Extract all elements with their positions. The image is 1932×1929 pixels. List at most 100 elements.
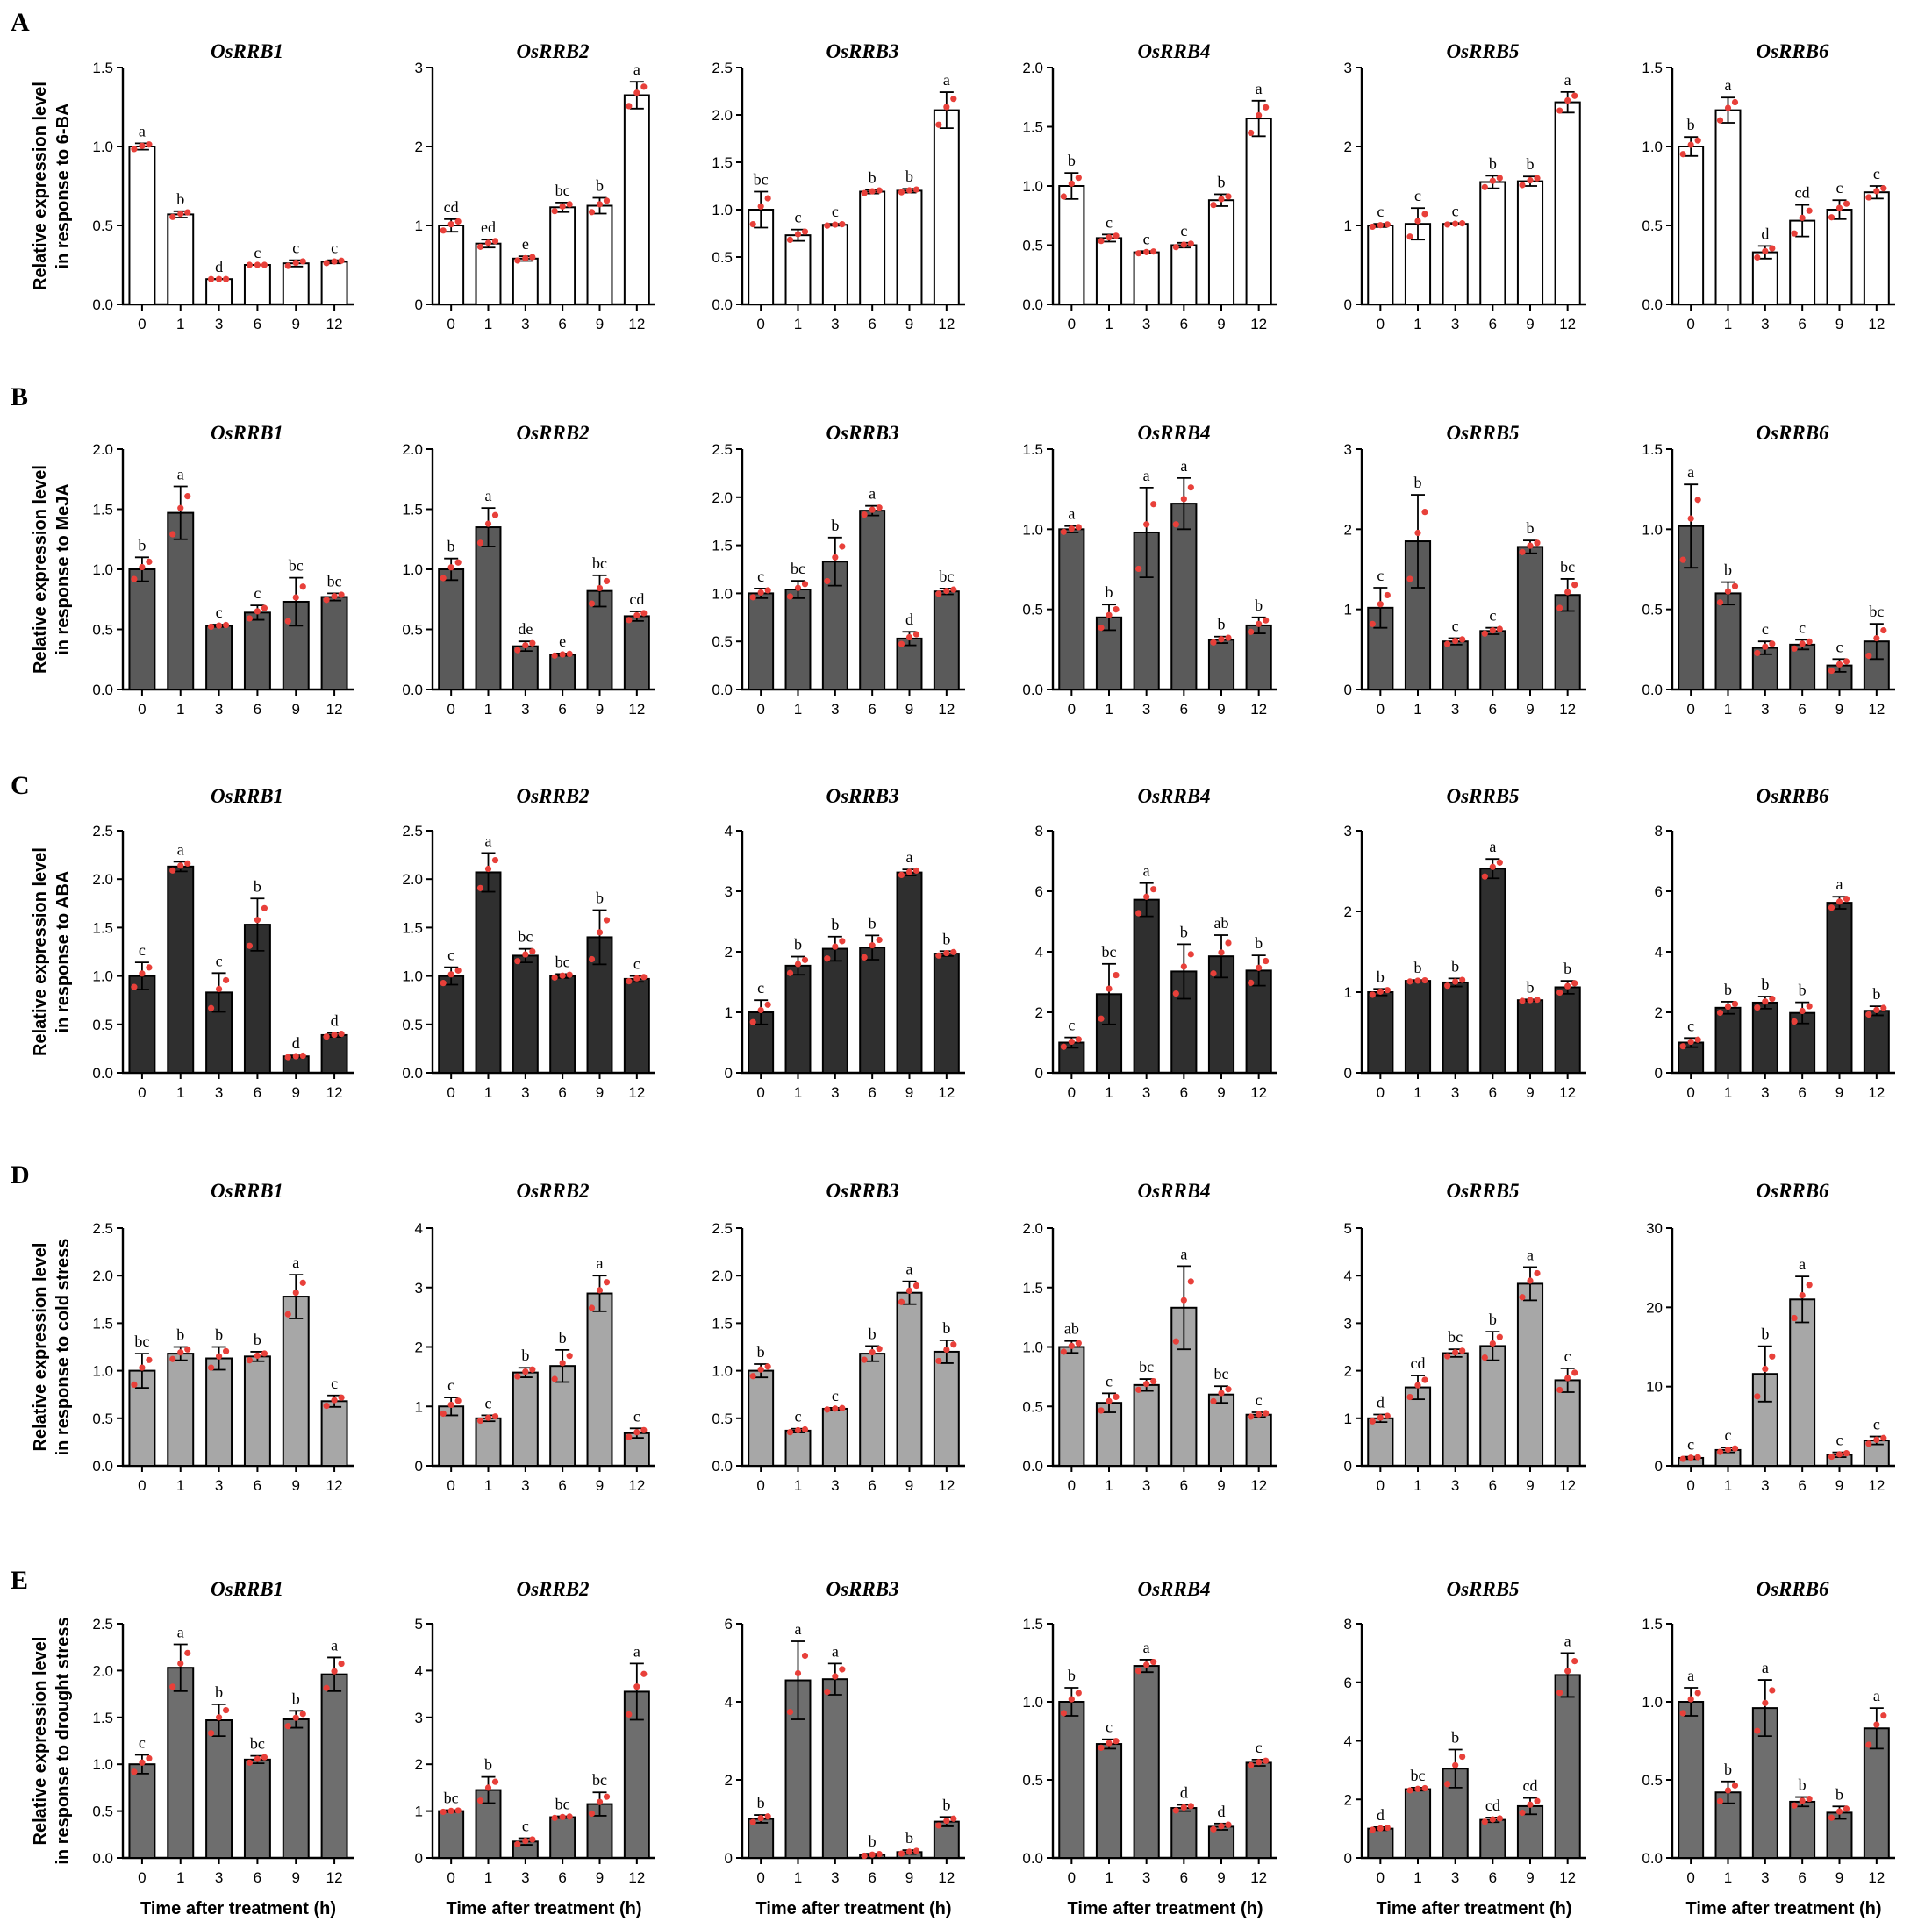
bar (128, 568, 156, 690)
replicate-dot (626, 1433, 633, 1440)
x-tick-label: 12 (628, 701, 645, 718)
panel-label-b: B (11, 382, 28, 411)
replicate-dot (1098, 1407, 1105, 1414)
x-tick-label: 6 (1798, 1869, 1806, 1886)
significance-letter: b (757, 1794, 765, 1811)
replicate-dot (1172, 1338, 1179, 1345)
x-tick-label: 3 (521, 1084, 529, 1101)
bar (1678, 146, 1705, 305)
x-tick-label: 3 (521, 1869, 529, 1886)
replicate-dot (1113, 605, 1120, 613)
replicate-dot (1791, 1802, 1798, 1809)
replicate-dot (1556, 1690, 1563, 1697)
replicate-dot (1218, 949, 1225, 956)
significance-letter: a (1180, 1245, 1187, 1262)
x-tick-label: 9 (292, 701, 300, 718)
bar (784, 234, 812, 305)
replicate-dot (1248, 628, 1255, 635)
significance-letter: b (942, 1796, 950, 1813)
replicate-dot (1527, 997, 1534, 1004)
y-tick-label: 1.5 (712, 1315, 733, 1332)
significance-letter: bc (289, 557, 304, 575)
replicate-dot (491, 856, 499, 864)
x-tick-label: 0 (1686, 1869, 1694, 1886)
significance-letter: d (292, 1034, 300, 1052)
replicate-dot (1143, 1381, 1150, 1388)
y-tick-label: 0.5 (1642, 1772, 1663, 1789)
replicate-dot (1762, 1699, 1769, 1706)
y-tick-label: 0.0 (92, 296, 113, 313)
bar (1479, 630, 1506, 690)
bar (1826, 902, 1853, 1074)
x-tick-label: 0 (756, 316, 764, 332)
replicate-dot (786, 1429, 794, 1436)
bar (205, 278, 233, 306)
y-tick-label: 0 (1344, 296, 1352, 313)
x-tick-label: 1 (794, 316, 802, 332)
replicate-dot (950, 96, 957, 103)
significance-letter: ab (1064, 1320, 1079, 1338)
replicate-dot (1731, 98, 1739, 106)
y-tick-label: 30 (1646, 1220, 1663, 1237)
x-tick-label: 6 (1180, 1084, 1188, 1101)
replicate-dot (177, 1660, 184, 1667)
replicate-dot (1135, 1386, 1142, 1393)
replicate-dot (1256, 964, 1263, 971)
significance-letter: b (1218, 616, 1226, 633)
x-axis-label: Time after treatment (h) (446, 1899, 641, 1918)
replicate-dot (1256, 111, 1263, 119)
replicate-dot (1724, 1446, 1732, 1454)
replicate-dot (522, 951, 529, 958)
x-tick-label: 1 (794, 701, 802, 718)
replicate-dot (1068, 1696, 1075, 1703)
replicate-dot (861, 189, 868, 196)
significance-letter: e (522, 235, 529, 253)
replicate-dot (484, 239, 492, 246)
replicate-dot (1828, 667, 1835, 675)
replicate-dot (1791, 230, 1798, 237)
significance-letter: c (522, 1818, 529, 1835)
replicate-dot (131, 983, 138, 990)
y-tick-label: 8 (1655, 823, 1663, 839)
replicate-dot (1806, 1795, 1813, 1803)
y-tick-label: 1.5 (1642, 441, 1663, 458)
replicate-dot (640, 610, 648, 617)
significance-letter: b (1724, 1761, 1732, 1778)
replicate-dot (139, 1364, 146, 1371)
x-tick-label: 1 (1724, 1084, 1732, 1101)
replicate-dot (1564, 1375, 1571, 1382)
significance-letter: bc (1560, 558, 1575, 575)
replicate-dot (950, 1815, 957, 1822)
bar (512, 954, 539, 1075)
replicate-dot (1172, 1807, 1179, 1814)
significance-letter: b (1106, 583, 1113, 601)
replicate-dot (801, 1425, 809, 1433)
significance-letter: a (906, 1261, 913, 1278)
replicate-dot (184, 209, 191, 216)
replicate-dot (1421, 211, 1428, 218)
replicate-dot (905, 1287, 913, 1294)
replicate-dot (832, 1673, 839, 1680)
replicate-dot (207, 275, 215, 282)
x-tick-label: 6 (1489, 1084, 1497, 1101)
replicate-dot (1687, 141, 1694, 148)
x-tick-label: 3 (1142, 1477, 1150, 1494)
replicate-dot (1716, 117, 1724, 124)
y-tick-label: 0.5 (92, 622, 113, 639)
replicate-dot (588, 955, 596, 963)
x-tick-label: 12 (326, 1477, 343, 1494)
replicate-dot (1172, 990, 1179, 997)
replicate-dot (950, 586, 957, 593)
x-tick-label: 9 (1217, 701, 1225, 718)
replicate-dot (1068, 525, 1075, 532)
x-tick-label: 6 (1180, 701, 1188, 718)
replicate-dot (522, 1838, 529, 1845)
y-tick-label: 2.5 (92, 1616, 113, 1633)
bar (167, 213, 195, 305)
bar (1714, 592, 1742, 691)
replicate-dot (1075, 175, 1082, 182)
replicate-dot (1799, 1007, 1806, 1015)
replicate-dot (1799, 1797, 1806, 1804)
y-tick-label: 3 (1344, 441, 1352, 458)
